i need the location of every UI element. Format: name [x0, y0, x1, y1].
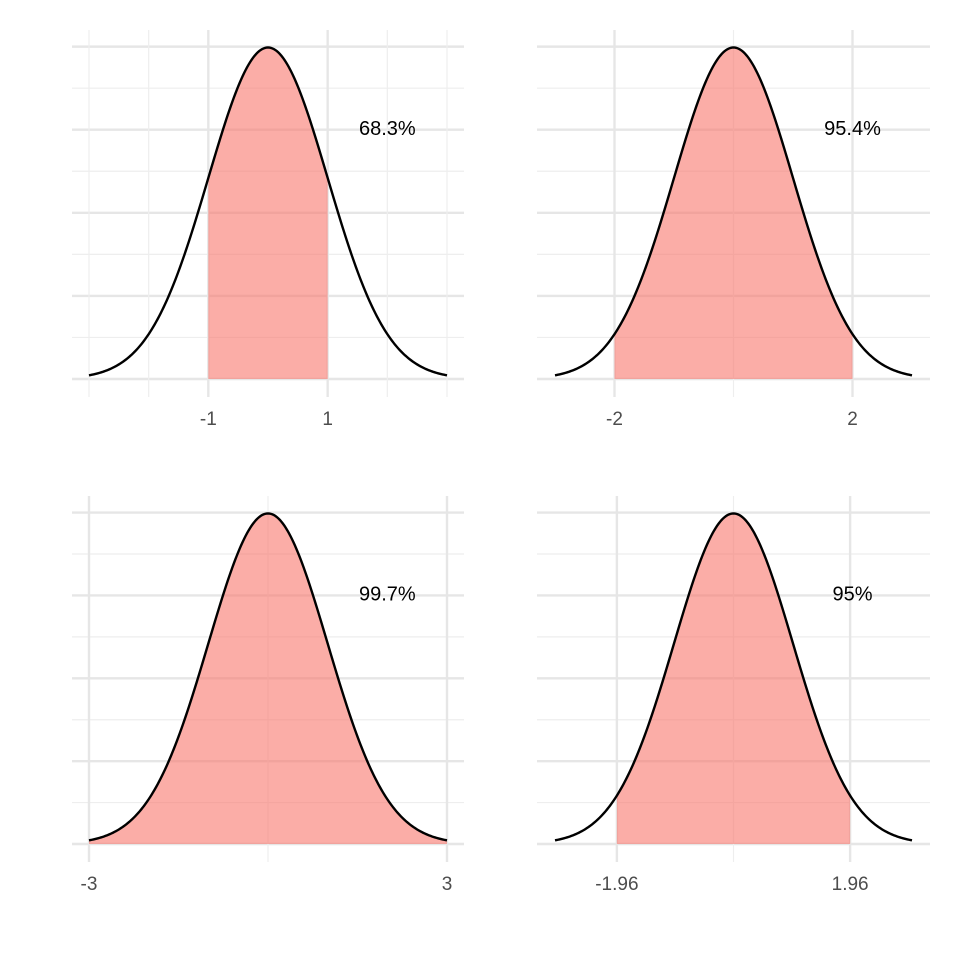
- x-tick-label: -1: [200, 409, 217, 430]
- percentage-label: 68.3%: [359, 118, 416, 140]
- shaded-area: [208, 47, 328, 379]
- density-curve: [554, 46, 913, 377]
- percentage-label: 99.7%: [359, 584, 416, 606]
- panel-3: 99.7% -3 3: [72, 496, 464, 895]
- percentage-label: 95%: [832, 584, 872, 606]
- shaded-area: [614, 47, 853, 379]
- x-tick-label: -2: [606, 409, 623, 430]
- panel-2: 95.4% -2 2: [537, 30, 930, 430]
- percentage-label: 95.4%: [824, 118, 881, 140]
- x-tick-label: -3: [81, 874, 98, 895]
- density-curve: [88, 512, 448, 842]
- panel-1: 68.3% -1 1: [72, 30, 464, 430]
- density-curve: [88, 46, 448, 377]
- shaded-area: [616, 513, 851, 844]
- panel-4: 95% -1.96 1.96: [537, 496, 930, 895]
- shaded-area: [89, 513, 447, 844]
- density-curve: [554, 512, 913, 842]
- x-tick-label: 1.96: [832, 874, 869, 895]
- x-tick-label: 3: [442, 874, 453, 895]
- x-tick-label: 1: [322, 409, 333, 430]
- x-tick-label: 2: [847, 409, 858, 430]
- x-tick-label: -1.96: [595, 874, 638, 895]
